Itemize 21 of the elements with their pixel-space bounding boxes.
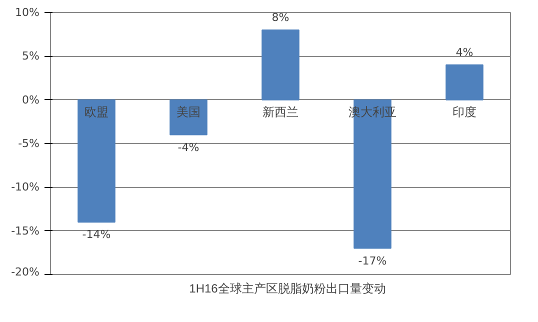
bar — [262, 29, 300, 100]
y-tick-label: 5% — [22, 50, 40, 63]
data-label: -14% — [82, 228, 111, 242]
data-label: -17% — [358, 254, 387, 268]
x-tick-label: 美国 — [176, 104, 200, 119]
data-label: -4% — [178, 140, 200, 154]
y-tick-label: -20% — [11, 266, 40, 278]
y-tick-label: 0% — [22, 93, 40, 106]
text: 1H16全球主产区脱脂奶粉出口量变动 — [189, 280, 386, 298]
data-label: 4% — [456, 46, 474, 59]
x-tick-label: 印度 — [452, 104, 476, 119]
bar — [446, 64, 484, 100]
x-tick-label: 新西兰 — [262, 104, 298, 119]
bar — [78, 99, 116, 223]
y-tick-label: 10% — [15, 6, 40, 19]
y-tick-label: -10% — [11, 180, 40, 194]
y-tick-label: -15% — [11, 224, 40, 238]
data-label: 8% — [272, 10, 290, 24]
x-tick-label: 欧盟 — [84, 104, 108, 119]
y-tick-label: -5% — [18, 137, 40, 150]
bar — [170, 99, 208, 136]
